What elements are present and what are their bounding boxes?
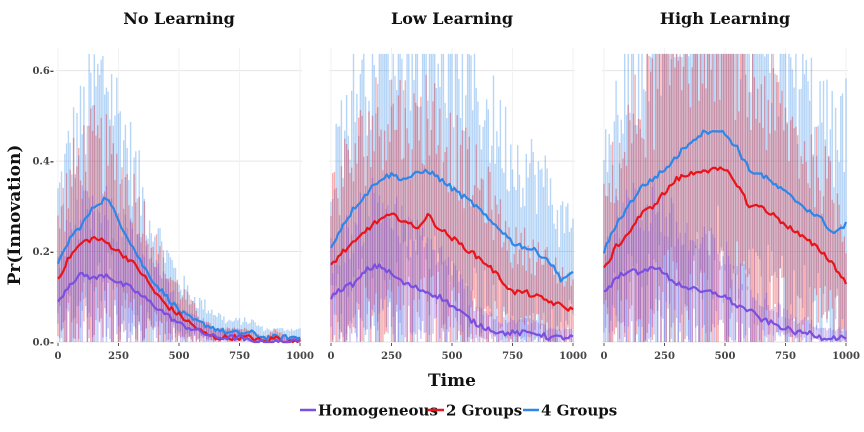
x-tick-label: 750 [229, 351, 250, 362]
x-tick-label: 500 [169, 351, 190, 362]
legend-item-2-groups: 2 Groups [428, 402, 522, 420]
legend-label: 4 Groups [541, 402, 617, 420]
x-tick-label: 500 [715, 351, 736, 362]
x-tick-label: 750 [775, 351, 796, 362]
series-line-homogeneous [603, 266, 847, 342]
series-line-2-groups [330, 212, 574, 312]
legend-item-4-groups: 4 Groups [523, 402, 617, 420]
series-line-4-groups [330, 168, 574, 283]
series-line-4-groups [602, 129, 848, 254]
y-axis-title: Pr(Innovation) [5, 145, 25, 286]
panels-layer: No Learning 0 250 500 750 1000 Low Learning 0 25… [55, 9, 860, 362]
series-line-2-groups [57, 235, 301, 344]
x-tick-label: 250 [108, 351, 129, 362]
x-tick-label: 1000 [286, 351, 314, 362]
panel-title: Low Learning [391, 9, 513, 28]
y-tick-label: 0.0- [32, 338, 54, 349]
x-tick-label: 1000 [559, 351, 587, 362]
x-tick-label: 250 [381, 351, 402, 362]
y-tick-label: 0.4- [32, 157, 54, 168]
legend-item-homogeneous: Homogeneous [300, 402, 438, 420]
x-axis-title: Time [428, 371, 476, 391]
x-tick-label: 750 [502, 351, 523, 362]
x-tick-label: 500 [442, 351, 463, 362]
x-tick-label: 0 [55, 351, 62, 362]
panel-title: No Learning [123, 9, 235, 28]
legend-label: Homogeneous [318, 402, 438, 420]
axis-layer: Pr(Innovation) Time 0.0- 0.2- 0.4- 0.6- [5, 66, 476, 391]
x-tick-label: 0 [328, 351, 335, 362]
series-noise-4-groups [330, 53, 574, 342]
panel-2: High Learning 0 250 500 750 1000 [601, 9, 860, 362]
legend: Homogeneous 2 Groups 4 Groups [300, 402, 617, 420]
series-line-homogeneous [57, 271, 301, 344]
panel-1: Low Learning 0 250 500 750 1000 [328, 9, 587, 362]
series-line-homogeneous [329, 263, 574, 341]
panel-title: High Learning [660, 9, 790, 28]
series-line-2-groups [603, 166, 848, 285]
legend-label: 2 Groups [446, 402, 522, 420]
x-tick-label: 250 [654, 351, 675, 362]
panel-0: No Learning 0 250 500 750 1000 [55, 9, 314, 362]
x-tick-label: 0 [601, 351, 608, 362]
y-tick-label: 0.2- [32, 247, 54, 258]
series-noise-4-groups [603, 53, 847, 342]
x-tick-label: 1000 [832, 351, 860, 362]
y-tick-label: 0.6- [32, 66, 54, 77]
